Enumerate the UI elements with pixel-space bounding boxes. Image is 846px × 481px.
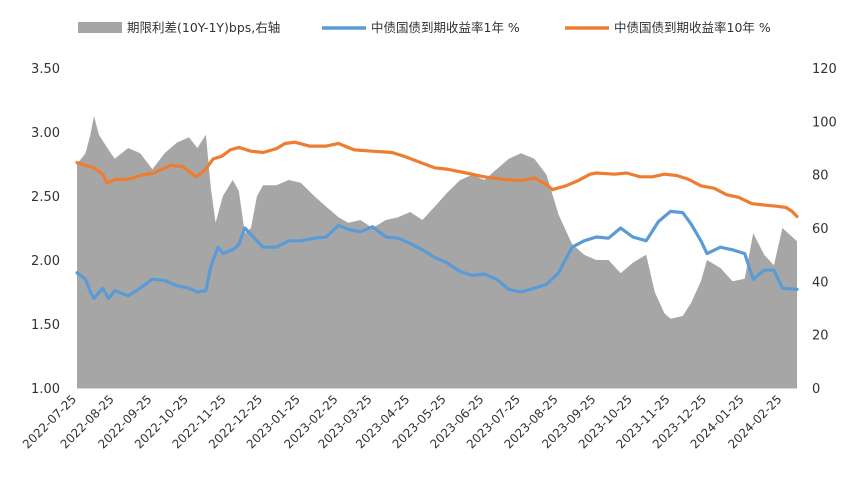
chart-legend: 期限利差(10Y-1Y)bps,右轴 中债国债到期收益率1年 % 中债国债到期收…	[78, 20, 771, 35]
right-tick-label: 80	[812, 169, 829, 184]
right-tick-label: 40	[812, 275, 829, 290]
right-tick-label: 20	[812, 329, 829, 344]
legend-entry-y1: 中债国债到期收益率1年 %	[322, 20, 520, 35]
legend-label-y10: 中债国债到期收益率10年 %	[614, 20, 771, 35]
right-tick-label: 120	[812, 62, 837, 77]
series-y10-line	[75, 140, 799, 219]
left-axis-ticks: 1.00 1.50 2.00 2.50 3.00 3.50	[31, 62, 60, 397]
right-tick-label: 100	[812, 115, 837, 130]
right-tick-label: 60	[812, 222, 829, 237]
legend-label-spread: 期限利差(10Y-1Y)bps,右轴	[127, 20, 280, 35]
legend-entry-spread: 期限利差(10Y-1Y)bps,右轴	[78, 20, 280, 35]
left-tick-label: 2.50	[31, 190, 60, 205]
left-tick-label: 3.50	[31, 62, 60, 77]
x-axis-ticks: 2022-07-252022-08-252022-09-252022-10-25…	[20, 392, 785, 451]
left-tick-label: 3.00	[31, 126, 60, 141]
right-axis-ticks: 0 20 40 60 80 100 120	[812, 62, 837, 397]
plot-area	[75, 116, 799, 389]
left-tick-label: 2.00	[31, 254, 60, 269]
series-y1-line	[75, 209, 799, 300]
legend-entry-y10: 中债国债到期收益率10年 %	[565, 20, 771, 35]
legend-label-y1: 中债国债到期收益率1年 %	[371, 20, 520, 35]
right-tick-label: 0	[812, 382, 820, 397]
series-spread-area	[77, 116, 797, 388]
left-tick-label: 1.50	[31, 318, 60, 333]
left-tick-label: 1.00	[31, 382, 60, 397]
legend-swatch-spread	[78, 22, 122, 33]
